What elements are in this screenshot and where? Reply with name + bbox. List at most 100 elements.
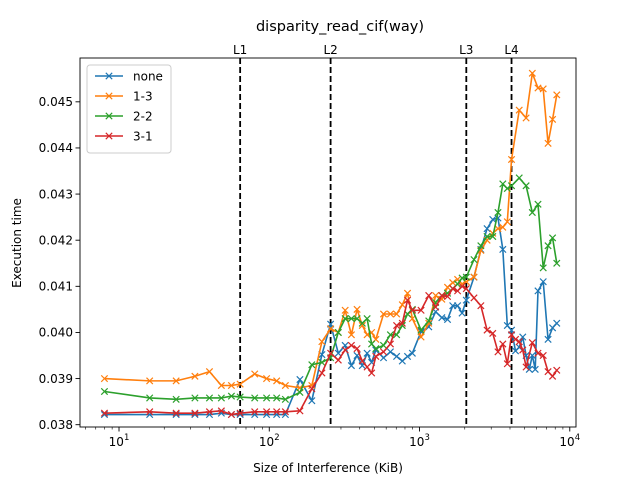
data-point	[341, 346, 349, 354]
data-point	[477, 302, 485, 310]
data-point	[392, 352, 401, 361]
data-point	[262, 408, 271, 416]
data-point	[499, 340, 507, 348]
data-point	[438, 314, 446, 322]
data-point	[462, 285, 470, 293]
x-tick-label: 104	[559, 433, 580, 449]
reference-line-label: L2	[323, 43, 337, 57]
data-point	[318, 338, 326, 346]
data-point	[548, 234, 557, 242]
y-tick-label: 0.041	[39, 280, 73, 294]
data-point	[417, 306, 425, 314]
data-point	[372, 344, 380, 353]
data-point	[379, 348, 388, 356]
data-point	[358, 357, 366, 365]
data-point	[544, 335, 552, 343]
data-point	[519, 346, 527, 354]
plot-frame	[79, 57, 577, 428]
data-point	[528, 208, 536, 217]
data-point	[539, 278, 547, 286]
data-point	[507, 155, 516, 164]
data-point	[539, 264, 547, 272]
data-point	[392, 321, 401, 330]
data-point	[100, 374, 109, 383]
data-point	[449, 285, 457, 293]
y-tick-label: 0.044	[39, 141, 73, 155]
data-point	[251, 394, 259, 402]
y-tick-label: 0.043	[39, 187, 73, 201]
y-tick-label: 0.040	[39, 326, 73, 340]
data-point	[494, 208, 502, 217]
data-point	[528, 69, 536, 77]
x-axis: 101 102 103 104	[85, 427, 580, 449]
data-point	[358, 321, 366, 330]
data-point	[483, 326, 491, 334]
legend-label: 2-2	[133, 109, 153, 123]
data-point	[548, 115, 557, 123]
series-3-1	[100, 282, 561, 419]
data-point	[553, 259, 561, 267]
legend-swatch-marker	[105, 72, 113, 80]
data-point	[515, 174, 523, 182]
data-point	[100, 409, 109, 417]
data-point	[379, 341, 388, 349]
data-point	[432, 291, 440, 300]
data-point	[372, 352, 380, 361]
data-point	[403, 296, 412, 304]
data-point	[483, 232, 491, 241]
plot-area: L1 L2 L3 L4	[79, 43, 577, 428]
data-point	[458, 282, 466, 290]
legend-swatch-marker	[105, 92, 113, 100]
data-point	[308, 361, 316, 369]
reference-line-label: L3	[459, 43, 473, 57]
data-point	[386, 348, 395, 356]
x-tick-label: 101	[109, 433, 130, 449]
reference-line-label: L4	[504, 43, 518, 57]
data-point	[515, 106, 523, 114]
data-point	[528, 338, 536, 347]
data-point	[519, 333, 527, 341]
data-point	[236, 393, 244, 401]
data-point	[425, 319, 433, 327]
data-point	[386, 340, 395, 348]
data-point	[205, 408, 214, 416]
series-group	[100, 69, 561, 419]
data-point	[251, 408, 259, 416]
x-axis-label: Size of Interference (KiB)	[253, 461, 403, 475]
data-point	[347, 341, 356, 349]
data-point	[296, 375, 304, 384]
data-point	[146, 408, 154, 416]
data-point	[368, 369, 376, 377]
series-1-3	[100, 69, 561, 392]
legend-swatch-marker	[105, 112, 113, 120]
data-point	[146, 394, 154, 402]
data-point	[499, 223, 507, 231]
data-point	[553, 91, 561, 99]
data-point	[425, 291, 433, 300]
data-point	[425, 317, 433, 325]
legend-label: 1-3	[133, 89, 153, 103]
data-point	[483, 225, 491, 233]
data-point	[553, 319, 561, 327]
data-point	[172, 377, 180, 385]
data-point	[553, 366, 561, 374]
data-point	[544, 242, 552, 250]
y-tick-label: 0.038	[39, 418, 73, 432]
reference-line-label: L1	[233, 43, 247, 57]
data-point	[503, 218, 511, 226]
data-point	[522, 114, 530, 122]
data-point	[522, 182, 530, 190]
data-point	[326, 349, 335, 357]
data-point	[458, 274, 466, 282]
reference-lines: L1 L2 L3 L4	[233, 43, 519, 427]
data-point	[217, 381, 225, 390]
legend-swatch-marker	[105, 132, 113, 140]
data-point	[172, 409, 180, 417]
data-point	[227, 410, 236, 419]
data-point	[100, 387, 109, 396]
data-point	[172, 395, 180, 403]
data-point	[273, 377, 281, 385]
data-point	[318, 369, 326, 377]
y-axis-label: Execution time	[10, 198, 24, 288]
